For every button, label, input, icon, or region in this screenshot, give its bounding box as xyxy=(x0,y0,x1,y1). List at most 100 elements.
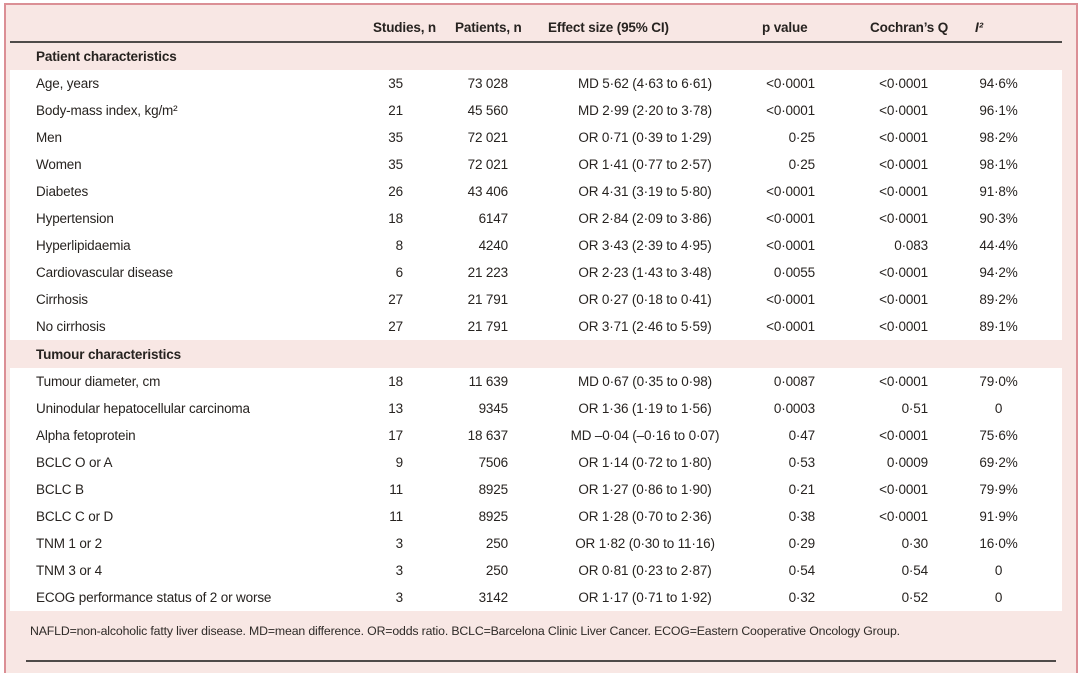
cell-studies-n: 26 xyxy=(388,184,403,199)
cell-effect-size: OR 1·82 (0·30 to 11·16) xyxy=(575,536,715,551)
cell-row-label: Uninodular hepatocellular carcinoma xyxy=(36,401,250,416)
cell-row-label: TNM 1 or 2 xyxy=(36,536,103,551)
cell-i-squared: 0 xyxy=(994,590,1003,605)
cell-effect-size: OR 2·84 (2·09 to 3·86) xyxy=(578,211,712,226)
cell-row-label: BCLC B xyxy=(36,482,84,497)
cell-effect-size: OR 1·14 (0·72 to 1·80) xyxy=(578,455,712,470)
cell-cochrans-q: <0·0001 xyxy=(879,130,928,145)
cell-cochrans-q: 0·54 xyxy=(901,563,929,578)
cell-patients-n: 3142 xyxy=(478,590,509,605)
cell-effect-size: MD –0·04 (–0·16 to 0·07) xyxy=(570,428,720,443)
cell-effect-size: MD 2·99 (2·20 to 3·78) xyxy=(577,103,712,118)
cell-row-label: Men xyxy=(36,130,62,145)
cell-patients-n: 21 223 xyxy=(467,265,509,280)
cell-p-value: 0·25 xyxy=(788,130,816,145)
cell-cochrans-q: 0·51 xyxy=(901,401,929,416)
cell-patients-n: 250 xyxy=(485,536,508,551)
cell-cochrans-q: 0·0009 xyxy=(886,455,928,470)
cell-row-label: Cirrhosis xyxy=(36,292,88,307)
table-panel: Studies, n Patients, n Effect size (95% … xyxy=(4,3,1078,673)
cell-patients-n: 6147 xyxy=(478,211,509,226)
cell-p-value: 0·53 xyxy=(788,455,816,470)
cell-row-label: Body-mass index, kg/m² xyxy=(36,103,178,118)
table-header: Studies, n Patients, n Effect size (95% … xyxy=(10,5,1062,43)
cell-i-squared: 69·2% xyxy=(979,455,1018,470)
section-header-row: Patient characteristics xyxy=(10,42,1062,70)
table-body: Patient characteristics Age, years 35 73 02… xyxy=(10,42,1062,611)
bottom-rule xyxy=(26,660,1056,662)
column-header-i-squared: I² xyxy=(975,5,1062,43)
column-header-patients: Patients, n xyxy=(405,5,522,43)
cell-i-squared: 16·0% xyxy=(979,536,1018,551)
cell-cochrans-q: <0·0001 xyxy=(879,76,928,91)
cell-cochrans-q: <0·0001 xyxy=(879,211,928,226)
cell-effect-size: MD 0·67 (0·35 to 0·98) xyxy=(577,374,712,389)
cell-i-squared: 98·2% xyxy=(979,130,1018,145)
table-row: ECOG performance status of 2 or worse 3 31… xyxy=(10,584,1062,611)
cell-studies-n: 3 xyxy=(395,536,404,551)
cell-patients-n: 4240 xyxy=(478,238,509,253)
cell-p-value: 0·32 xyxy=(788,590,816,605)
cell-row-label: ECOG performance status of 2 or worse xyxy=(36,590,272,605)
cell-patients-n: 21 791 xyxy=(467,319,509,334)
table-row: Women 35 72 021 OR 1·41 (0·77 to 2·57) 0·25 <… xyxy=(10,151,1062,178)
table-row: Hypertension 18 6147 OR 2·84 (2·09 to 3·86)… xyxy=(10,205,1062,232)
cell-studies-n: 27 xyxy=(388,292,403,307)
cell-effect-size: OR 1·17 (0·71 to 1·92) xyxy=(578,590,712,605)
cell-patients-n: 72 021 xyxy=(467,157,509,172)
cell-studies-n: 18 xyxy=(388,374,403,389)
header-row: Studies, n Patients, n Effect size (95% … xyxy=(10,5,1062,43)
table-row: Body-mass index, kg/m² 21 45 560 MD 2·99 (2… xyxy=(10,97,1062,124)
cell-studies-n: 13 xyxy=(388,401,403,416)
cell-cochrans-q: 0·083 xyxy=(894,238,928,253)
cell-p-value: <0·0001 xyxy=(766,103,815,118)
cell-i-squared: 94·2% xyxy=(979,265,1018,280)
cell-cochrans-q: <0·0001 xyxy=(879,184,928,199)
cell-studies-n: 27 xyxy=(388,319,403,334)
table-row: No cirrhosis 27 21 791 OR 3·71 (2·46 to 5·5… xyxy=(10,313,1062,340)
cell-cochrans-q: 0·30 xyxy=(901,536,929,551)
cell-patients-n: 8925 xyxy=(478,509,509,524)
table-row: Uninodular hepatocellular carcinoma 13 934… xyxy=(10,395,1062,422)
cell-i-squared: 89·2% xyxy=(979,292,1018,307)
cell-p-value: 0·29 xyxy=(788,536,816,551)
cell-patients-n: 72 021 xyxy=(467,130,509,145)
cell-p-value: <0·0001 xyxy=(766,211,815,226)
cell-cochrans-q: <0·0001 xyxy=(879,319,928,334)
cell-studies-n: 21 xyxy=(388,103,403,118)
cell-studies-n: 17 xyxy=(388,428,403,443)
meta-analysis-table: Studies, n Patients, n Effect size (95% … xyxy=(10,5,1062,611)
cell-p-value: 0·21 xyxy=(788,482,816,497)
cell-studies-n: 35 xyxy=(388,76,403,91)
cell-row-label: TNM 3 or 4 xyxy=(36,563,103,578)
cell-effect-size: OR 0·71 (0·39 to 1·29) xyxy=(578,130,712,145)
cell-patients-n: 7506 xyxy=(478,455,509,470)
cell-i-squared: 79·9% xyxy=(979,482,1018,497)
cell-patients-n: 8925 xyxy=(478,482,509,497)
table-row: BCLC O or A 9 7506 OR 1·14 (0·72 to 1·80) 0·… xyxy=(10,449,1062,476)
cell-i-squared: 94·6% xyxy=(979,76,1018,91)
table-row: Age, years 35 73 028 MD 5·62 (4·63 to 6·61)… xyxy=(10,70,1062,97)
cell-patients-n: 21 791 xyxy=(467,292,509,307)
cell-i-squared: 0 xyxy=(994,563,1003,578)
cell-cochrans-q: <0·0001 xyxy=(879,265,928,280)
cell-p-value: 0·54 xyxy=(788,563,816,578)
cell-studies-n: 9 xyxy=(395,455,404,470)
section-header-row: Tumour characteristics xyxy=(10,340,1062,368)
cell-i-squared: 91·8% xyxy=(979,184,1018,199)
cell-i-squared: 79·0% xyxy=(979,374,1018,389)
section-title: Patient characteristics xyxy=(10,42,1062,70)
cell-effect-size: OR 3·43 (2·39 to 4·95) xyxy=(578,238,712,253)
column-header-cochrans-q: Cochran’s Q xyxy=(860,5,975,43)
column-header-row-label xyxy=(10,5,340,43)
cell-row-label: Alpha fetoprotein xyxy=(36,428,136,443)
table-row: Hyperlipidaemia 8 4240 OR 3·43 (2·39 to 4·9… xyxy=(10,232,1062,259)
table-row: BCLC C or D 11 8925 OR 1·28 (0·70 to 2·36) 0… xyxy=(10,503,1062,530)
cell-p-value: <0·0001 xyxy=(766,292,815,307)
cell-row-label: Hypertension xyxy=(36,211,114,226)
cell-p-value: 0·25 xyxy=(788,157,816,172)
cell-effect-size: OR 1·27 (0·86 to 1·90) xyxy=(578,482,712,497)
cell-studies-n: 3 xyxy=(395,563,404,578)
cell-row-label: Diabetes xyxy=(36,184,89,199)
